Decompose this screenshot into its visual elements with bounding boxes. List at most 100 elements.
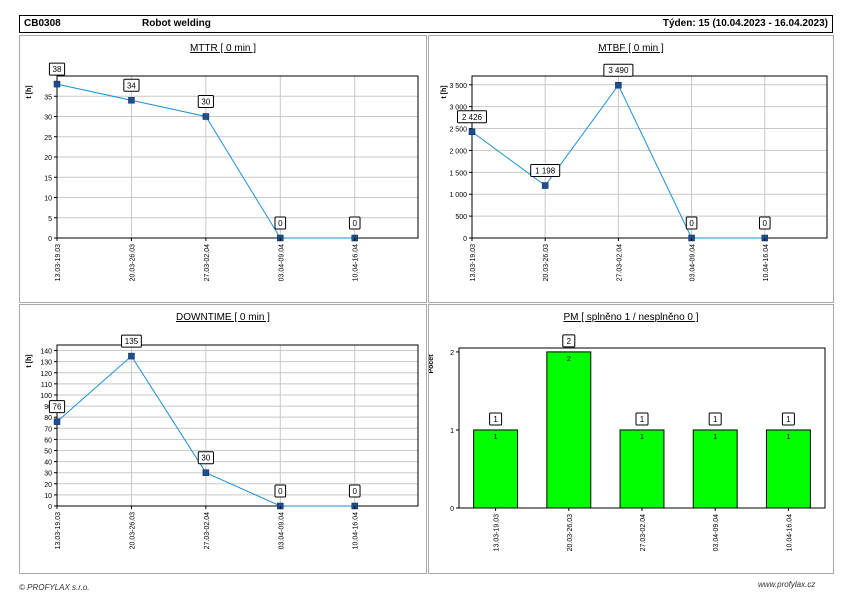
data-label-box	[121, 334, 142, 348]
y-tick-label: 110	[41, 382, 52, 389]
y-tick-label: 10	[44, 196, 52, 203]
y-tick-label: 3 500	[449, 83, 467, 90]
data-point	[53, 418, 61, 425]
x-tick-label: 20.03-26.03	[129, 244, 136, 281]
data-label: 0	[353, 219, 358, 228]
y-tick-label: 35	[44, 94, 52, 101]
data-label: 1	[493, 415, 498, 424]
y-tick-label: 20	[44, 482, 52, 489]
data-point	[128, 352, 135, 360]
y-tick-label: 5	[48, 216, 52, 223]
pm-panel: PM [ splněno 1 / nesplněno 0 ] 0 1 2 Počet 1…	[428, 304, 834, 574]
y-tick-label: 40	[44, 460, 52, 467]
data-label-box	[758, 216, 771, 230]
y-tick-label: 60	[44, 437, 52, 444]
y-tick-label: 15	[44, 175, 52, 182]
machine-code: CB0308	[24, 18, 61, 29]
data-label-box	[274, 216, 287, 230]
data-label-box	[197, 95, 214, 108]
y-tick-label: 0	[48, 504, 52, 511]
plot-area	[471, 75, 828, 239]
data-label: 0	[278, 219, 283, 228]
data-point	[202, 469, 210, 476]
data-label: 2 426	[462, 113, 483, 122]
data-point	[53, 80, 61, 88]
y-tick-label: 140	[40, 349, 52, 356]
x-tick-label: 10.04-16.04	[353, 244, 360, 281]
y-tick-label: 2	[450, 350, 454, 357]
data-label-box	[708, 412, 722, 426]
data-label-box	[781, 412, 795, 426]
downtime-chart: 0 10 20 30 40 50 60 70 80 90 100 110 120 130 140 t [h] 7…	[26, 334, 419, 549]
data-label-box	[274, 484, 287, 498]
x-tick-label: 10.04-16.04	[786, 514, 793, 551]
x-tick-label: 13.03-19.03	[494, 514, 501, 551]
y-axis-label: Počet	[429, 354, 435, 374]
x-tick-label: 27.03-02.04	[640, 514, 647, 551]
data-label: 1 198	[535, 167, 556, 176]
data-label: 2	[567, 337, 572, 346]
machine-name: Robot welding	[142, 18, 211, 29]
bar-inner-label: 1	[640, 434, 644, 441]
data-label-box	[48, 400, 66, 414]
x-tick-label: 20.03-26.03	[129, 512, 136, 549]
y-tick-label: 1	[450, 428, 454, 435]
data-label: 76	[53, 403, 62, 412]
x-tick-label: 13.03-19.03	[470, 244, 477, 281]
y-tick-label: 1 000	[449, 192, 467, 199]
y-tick-label: 500	[455, 214, 467, 221]
data-label-box	[348, 484, 361, 498]
y-axis-label: t [h]	[26, 85, 33, 98]
data-label: 0	[353, 487, 358, 496]
data-label: 1	[786, 415, 791, 424]
y-tick-label: 20	[44, 155, 52, 162]
data-label-box	[123, 78, 140, 92]
data-point	[202, 113, 210, 120]
pm-chart: 0 1 2 Počet 1 1 2 2 1 1 1 1 1 1 13.03-19.03 20.03-26.03…	[429, 334, 826, 551]
bar-inner-label: 1	[713, 434, 717, 441]
week-range: Týden: 15 (10.04.2023 - 16.04.2023)	[662, 18, 828, 29]
mttr-panel: MTTR [ 0 min ] 0 5 10 15 20 25 30 35 t [h] 38 34 30…	[19, 35, 427, 303]
data-label-box	[457, 110, 487, 124]
bar	[692, 429, 738, 509]
data-point	[541, 182, 549, 189]
data-label: 38	[53, 65, 62, 74]
x-tick-label: 03.04-09.04	[690, 244, 697, 281]
website: www.profylax.cz	[758, 580, 816, 589]
y-tick-label: 100	[40, 393, 52, 400]
data-label: 135	[125, 337, 139, 346]
mtbf-title: MTBF [ 0 min ]	[598, 43, 664, 54]
data-label: 3 490	[608, 66, 629, 75]
y-tick-label: 90	[44, 404, 52, 411]
pm-title: PM [ splněno 1 / nesplněno 0 ]	[563, 312, 699, 323]
y-tick-label: 10	[44, 493, 52, 500]
x-tick-label: 13.03-19.03	[55, 512, 62, 549]
bar	[546, 351, 592, 509]
y-tick-label: 30	[44, 115, 52, 122]
data-label: 30	[201, 98, 210, 107]
mtbf-panel: MTBF [ 0 min ] 0 500 1 000 1 500 2 000 2 500 3…	[428, 35, 834, 303]
data-label-box	[530, 164, 561, 178]
y-tick-label: 2 500	[449, 127, 467, 134]
plot-area	[56, 75, 419, 239]
x-tick-label: 20.03-26.03	[567, 514, 574, 551]
data-label: 0	[763, 219, 768, 228]
data-label-box	[562, 334, 576, 348]
y-axis-label: t [h]	[441, 85, 448, 98]
x-tick-label: 13.03-19.03	[55, 244, 62, 281]
y-tick-label: 50	[44, 448, 52, 455]
mttr-title: MTTR [ 0 min ]	[189, 43, 257, 54]
copyright: © PROFYLAX s.r.o.	[19, 583, 90, 592]
data-label: 1	[640, 415, 645, 424]
x-tick-label: 27.03-02.04	[616, 244, 623, 281]
x-tick-label: 03.04-09.04	[278, 244, 285, 281]
y-tick-label: 0	[48, 236, 52, 243]
y-tick-label: 1 500	[449, 170, 467, 177]
bar-inner-label: 1	[494, 434, 498, 441]
y-tick-label: 80	[44, 415, 52, 422]
x-tick-label: 03.04-09.04	[278, 512, 285, 549]
y-tick-label: 30	[44, 471, 52, 478]
data-label: 1	[713, 415, 718, 424]
